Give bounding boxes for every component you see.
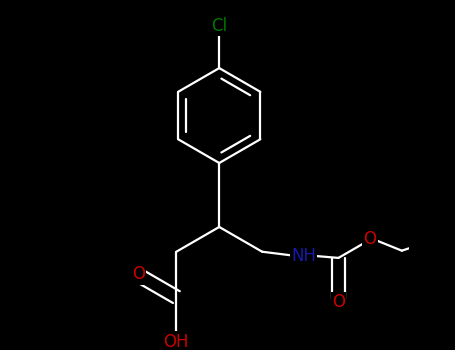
Text: O: O: [332, 293, 345, 312]
Text: OH: OH: [164, 332, 189, 350]
Text: NH: NH: [291, 247, 316, 265]
Text: Cl: Cl: [211, 16, 228, 35]
Text: O: O: [131, 265, 145, 284]
Text: O: O: [364, 230, 377, 248]
